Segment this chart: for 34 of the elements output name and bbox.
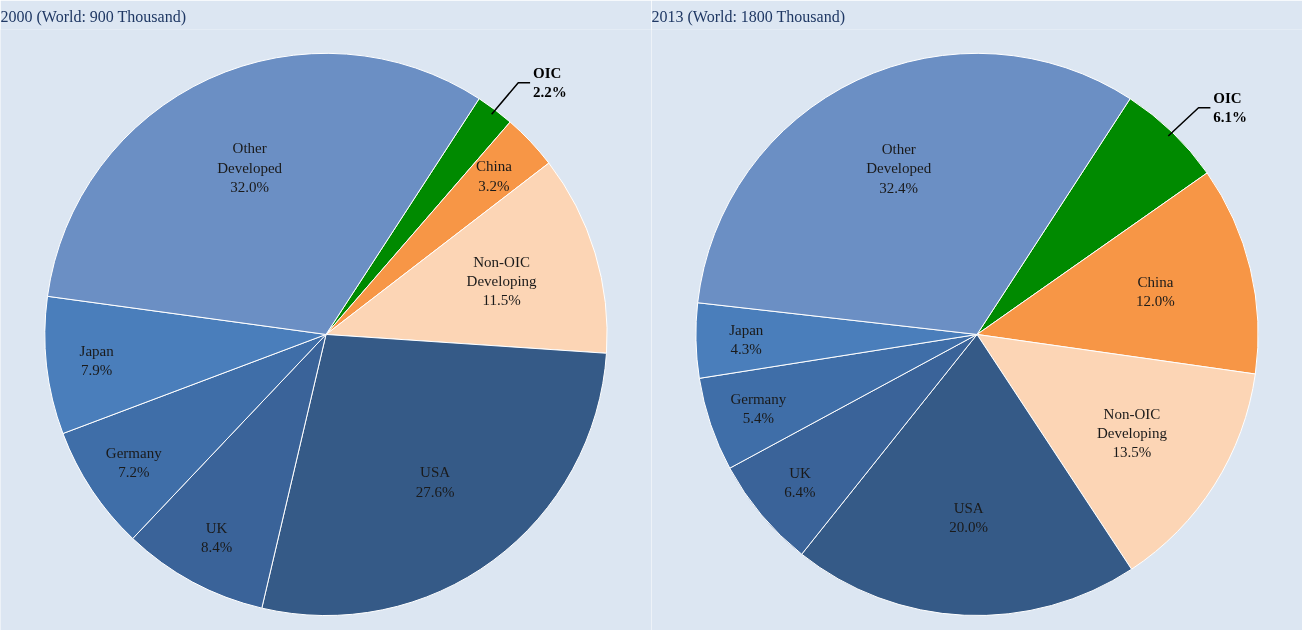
data-label: 13.5%	[1112, 443, 1152, 460]
chart-title: 2013 (World: 1800 Thousand)	[651, 7, 846, 26]
slice-label: Germany	[730, 390, 787, 407]
data-label: 6.4%	[784, 484, 816, 501]
slice-label: Non-OIC Developing	[1096, 405, 1168, 441]
slice-label: OIC	[1213, 90, 1242, 107]
data-label: 20.0%	[949, 519, 989, 536]
data-label: 32.0%	[230, 178, 270, 195]
slice-label: Other Developed	[217, 140, 283, 176]
slice-label: Other Developed	[866, 141, 932, 177]
slice-label: Japan	[79, 342, 115, 359]
slice-label: Japan	[729, 321, 764, 338]
data-label: 11.5%	[482, 292, 521, 309]
slice-label: China	[1137, 274, 1174, 291]
slice-label: OIC	[533, 65, 562, 82]
data-label: 5.4%	[742, 410, 774, 427]
slice-label: China	[476, 158, 513, 175]
slice-label: UK	[205, 520, 228, 537]
data-label: 32.4%	[879, 179, 919, 196]
slice-label: USA	[420, 464, 451, 481]
slice-label: UK	[789, 465, 811, 482]
data-label: 12.0%	[1136, 293, 1175, 310]
data-label: 2.2%	[533, 84, 567, 101]
data-label: 3.2%	[478, 177, 510, 194]
data-label: 7.2%	[118, 463, 150, 480]
slice-label: Germany	[105, 444, 163, 461]
data-label: 7.9%	[81, 361, 113, 378]
chart-title: 2000 (World: 900 Thousand)	[0, 7, 187, 26]
data-label: 4.3%	[730, 341, 762, 358]
data-label: 8.4%	[200, 539, 233, 556]
data-label: 6.1%	[1213, 109, 1248, 126]
slice-label: USA	[953, 500, 984, 517]
data-label: 27.6%	[415, 483, 455, 500]
slice-label: Non-OIC Developing	[466, 254, 538, 290]
